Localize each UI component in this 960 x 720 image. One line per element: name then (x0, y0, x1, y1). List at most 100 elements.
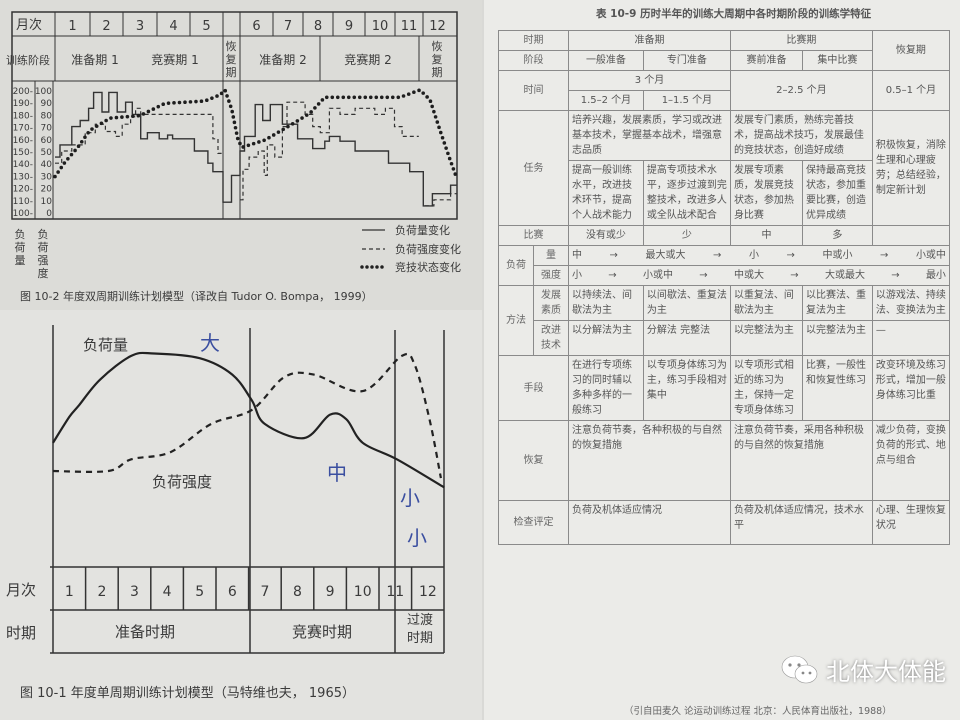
table-row: 恢复 注意负荷节奏，各种积极的与自然的恢复措施 注意负荷节奏，采用各种积极的与自… (498, 420, 951, 501)
month-label: 1 (65, 584, 74, 600)
period-prep: 准备时期 (115, 623, 175, 641)
arrow-right-icon: → (608, 270, 617, 281)
arrow-right-icon: → (609, 250, 618, 261)
curve-label-intensity: 负荷强度 (152, 473, 212, 491)
row-label-develop: 发展素质 (533, 285, 569, 321)
wechat-icon (781, 655, 818, 683)
phase-row-label: 训练阶段 (6, 53, 50, 67)
phase-prep-2: 准备期 2 (259, 53, 306, 67)
month-label: 5 (195, 584, 204, 600)
arrow-right-icon: → (699, 270, 708, 281)
month-label: 8 (293, 584, 302, 600)
month-row-label: 月次 (6, 581, 36, 599)
y-tick-intensity: 50 (41, 148, 53, 158)
arrow-right-icon: → (880, 250, 889, 261)
task-recovery: 积极恢复，消除生理和心理疲劳；总结经验，制定新计划 (871, 110, 951, 226)
develop-cell: 以游戏法、持续法、变换法为主 (871, 285, 951, 321)
table-row: 1.5–2 个月 1–1.5 个月 (499, 90, 950, 111)
task-prep-common: 培养兴趣，发展素质，学习或改进基本技术，掌握基本战术，增强意志品质 (568, 110, 731, 161)
load-level: 最小 (925, 270, 946, 281)
month-label: 12 (419, 584, 437, 600)
y-tick-intensity: 70 (41, 124, 53, 134)
row-label-task: 任务 (498, 110, 569, 226)
row-label-recovery: 恢复 (498, 420, 569, 501)
figure-10-1-single-cycle-chart (50, 325, 445, 654)
stage-special: 专门准备 (642, 50, 731, 71)
row-label-competition: 比赛 (498, 225, 569, 246)
load-level: 最大或大 (645, 250, 686, 261)
y-tick-load: 100- (13, 209, 33, 219)
month-label: 5 (202, 19, 210, 34)
table-row: 阶段 一般准备 专门准备 赛前准备 集中比赛 (498, 50, 950, 71)
y-tick-intensity: 0 (46, 209, 52, 219)
y-tick-intensity: 60 (41, 136, 53, 146)
competition-cell: 中 (729, 225, 803, 246)
month-label: 6 (252, 19, 260, 34)
row-label-period: 时期 (498, 30, 569, 51)
means-cell: 改变环境及练习形式，增加一般身体练习比重 (871, 355, 951, 421)
competition-cell (871, 225, 951, 246)
improve-cell: 以分解法为主 (568, 320, 644, 356)
month-label: 6 (228, 584, 237, 600)
evaluation-cell: 负荷及机体适应情况，技术水平 (729, 500, 873, 545)
y-tick-load: 190- (13, 99, 33, 109)
month-label: 2 (102, 19, 110, 34)
develop-cell: 以持续法、间歇法为主 (568, 285, 644, 321)
develop-cell: 以比赛法、重复法为主 (801, 285, 873, 321)
load-level: 小或中 (915, 250, 946, 261)
means-cell: 以专项身体练习为主，练习手段相对集中 (642, 355, 731, 421)
table-row: 检查评定 负荷及机体适应情况 负荷及机体适应情况，技术水平 心理、生理恢复状况 (498, 500, 951, 545)
means-cell: 在进行专项练习的同时辅以多种多样的一般练习 (568, 355, 644, 421)
phase-recovery-2: 恢复期 (432, 40, 443, 79)
load-level: 中或小 (822, 250, 853, 261)
table-row: 任务 培养兴趣，发展素质，学习或改进基本技术，掌握基本战术，增强意志品质 发展专… (498, 110, 951, 226)
right-page-table: 表 10-9 历时半年的训练大周期中各时期阶段的训练学特征 时期 准备期 比赛期… (484, 0, 960, 720)
recovery-cell: 注意负荷节奏，各种积极的与自然的恢复措施 (568, 420, 731, 501)
ylabel-intensity: 负荷强度 (38, 227, 49, 280)
table-row: 手段 在进行专项练习的同时辅以多种多样的一般练习 以专项身体练习为主，练习手段相… (498, 355, 951, 421)
task-pre-comp: 发展专项素质，发展竞技状态，参加热身比赛 (729, 160, 803, 226)
series-line-dashed (424, 193, 457, 207)
table-row: 提高一般训练水平，改进技术环节，提高个人战术能力 提高专项技术水平，逐步过渡到完… (499, 160, 950, 226)
stage-main-comp: 集中比赛 (801, 50, 873, 71)
figure-10-2-caption: 图 10-2 年度双周期训练计划模型（译改自 Tudor O. Bompa， 1… (20, 289, 373, 303)
period-transition: 过渡时期 (406, 613, 433, 646)
y-tick-intensity: 30 (41, 172, 53, 182)
row-label-evaluation: 检查评定 (498, 500, 569, 545)
row-label-means: 手段 (498, 355, 569, 421)
month-label: 3 (136, 19, 144, 34)
load-level: 小 (572, 270, 582, 281)
table-row: 负荷 量 中 → 最大或大 → 小 → 中或小 → 小或中 (498, 245, 950, 286)
table-row: 改进技术 以分解法为主 分解法 完整法 以完整法为主 以完整法为主 — (499, 320, 951, 356)
y-tick-intensity: 10 (41, 197, 53, 207)
month-label: 1 (68, 19, 76, 34)
row-label-time: 时间 (498, 70, 569, 111)
develop-cell: 以重复法、间歇法为主 (729, 285, 803, 321)
period-row-label: 时期 (6, 624, 36, 642)
month-label: 2 (97, 584, 106, 600)
improve-cell: 以完整法为主 (801, 320, 873, 356)
y-tick-load: 180- (13, 111, 33, 121)
legend-load-volume: 负荷量变化 (395, 223, 450, 237)
legend-competitive-state: 竞技状态变化 (395, 260, 461, 274)
month-row-label: 月次 (16, 17, 42, 33)
period-prep: 准备期 (568, 30, 731, 51)
period-competition: 竞赛时期 (292, 623, 352, 641)
month-label: 10 (354, 584, 372, 600)
y-tick-intensity: 80 (41, 111, 53, 121)
table-row: 时期 准备期 比赛期 恢复期 (498, 30, 951, 71)
phase-prep-1: 准备期 1 (71, 53, 118, 67)
handwritten-note: 小 (407, 526, 427, 550)
stage-pre-comp: 赛前准备 (729, 50, 803, 71)
arrow-right-icon: → (891, 270, 900, 281)
y-tick-load: 160- (13, 136, 33, 146)
period-recovery: 恢复期 (871, 30, 951, 71)
legend-load-intensity: 负荷强度变化 (395, 242, 461, 256)
series-line-dashed (55, 107, 223, 164)
load-level: 小 (748, 250, 759, 261)
ylabel-load: 负荷量 (15, 227, 26, 267)
series-line-dotted (53, 86, 459, 180)
legend: 负荷量变化 负荷强度变化 竞技状态变化 (360, 223, 461, 274)
y-tick-load: 130- (13, 172, 33, 182)
task-special: 提高专项技术水平，逐步过渡到完整技术，改进多人或全队战术配合 (642, 160, 731, 226)
